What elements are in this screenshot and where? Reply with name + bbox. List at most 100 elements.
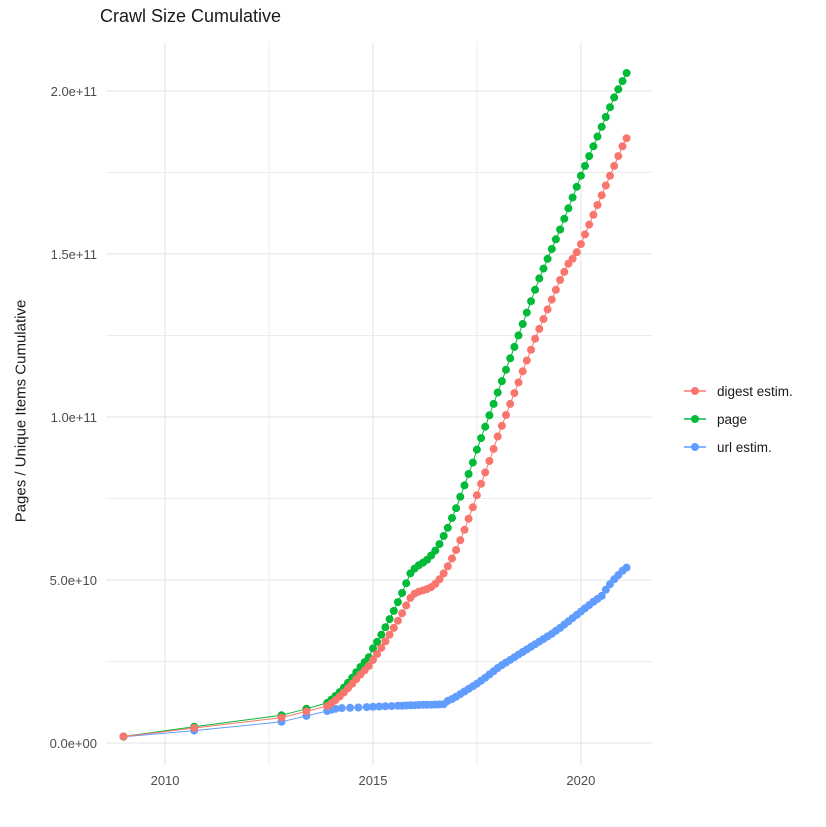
data-point [564,204,573,213]
data-point [398,609,407,618]
data-point [464,514,473,523]
data-point [456,492,465,501]
data-point [560,267,569,276]
data-point [531,334,540,343]
data-point [510,342,519,351]
data-point [601,585,610,594]
data-point [581,230,589,239]
data-point [506,354,515,363]
y-tick-label: 5.0e+10 [49,572,97,588]
data-point [522,356,531,365]
data-point [331,704,340,713]
data-point [443,562,452,571]
data-point [502,365,510,374]
data-point [468,458,477,467]
data-point [472,491,481,500]
legend-item-digest-estim: digest estim. [682,383,793,399]
data-point [610,93,619,102]
data-point [539,315,548,324]
data-point [377,630,386,639]
data-point [362,703,371,712]
data-point [597,591,606,600]
data-point [472,445,481,454]
data-point [585,152,594,161]
data-point [514,378,523,387]
data-point [543,254,552,263]
data-point [385,630,394,639]
legend-key-point [691,415,699,423]
data-point [381,637,390,646]
data-point [481,468,490,477]
legend-label: page [717,411,748,427]
x-tick-label: 2010 [150,773,180,788]
data-point [369,702,377,711]
data-point [622,69,631,77]
y-tick-label: 1.5e+11 [50,246,97,262]
legend-key-point [691,387,699,395]
data-point [435,575,444,584]
data-point [389,623,398,632]
data-point [387,702,396,711]
data-point [277,713,286,722]
data-point [622,134,631,143]
data-point [522,308,531,317]
legend-label: url estim. [717,439,772,455]
data-point [606,103,614,112]
data-point [597,122,606,131]
legend-item-url-estim: url estim. [682,439,793,455]
data-point [497,377,506,386]
data-point [601,113,610,121]
data-point [452,504,461,513]
data-point [481,422,490,431]
data-point [190,724,199,732]
data-point [556,225,565,234]
data-point [506,399,515,408]
data-point [568,193,577,202]
data-point [456,536,465,545]
data-point [119,732,128,741]
data-point [589,142,598,151]
data-point [489,399,498,408]
data-point [585,220,594,229]
data-point [468,503,477,512]
legend-key-icon [684,387,706,395]
data-point [502,411,510,419]
legend-key-icon [684,443,706,451]
data-point [597,191,606,200]
data-point [389,606,398,615]
data-point [369,655,377,664]
data-point [381,623,390,632]
data-point [539,264,548,273]
data-point [373,637,382,646]
legend-item-page: page [682,411,793,427]
legend: digest estim. page url estim. [682,383,793,455]
data-point [381,702,390,711]
data-point [593,132,602,141]
data-point [572,182,581,191]
data-point [572,248,581,257]
data-point [589,210,598,219]
legend-key-point [691,443,699,451]
data-point [614,152,623,161]
data-point [576,171,585,180]
y-axis-title: Pages / Unique Items Cumulative [12,299,30,523]
data-point [477,434,486,443]
data-point [535,324,544,333]
data-point [452,546,461,554]
data-point [527,297,535,306]
data-point [364,662,373,670]
data-point [497,421,506,430]
data-point [369,644,377,653]
data-point [543,305,552,314]
data-point [547,245,556,253]
data-point [518,320,527,328]
data-point [568,254,577,263]
data-point [560,214,569,223]
data-point [535,274,544,283]
data-point [375,702,384,711]
data-point [510,389,519,398]
data-point [622,563,631,572]
data-point [402,601,411,610]
data-point [435,540,444,549]
